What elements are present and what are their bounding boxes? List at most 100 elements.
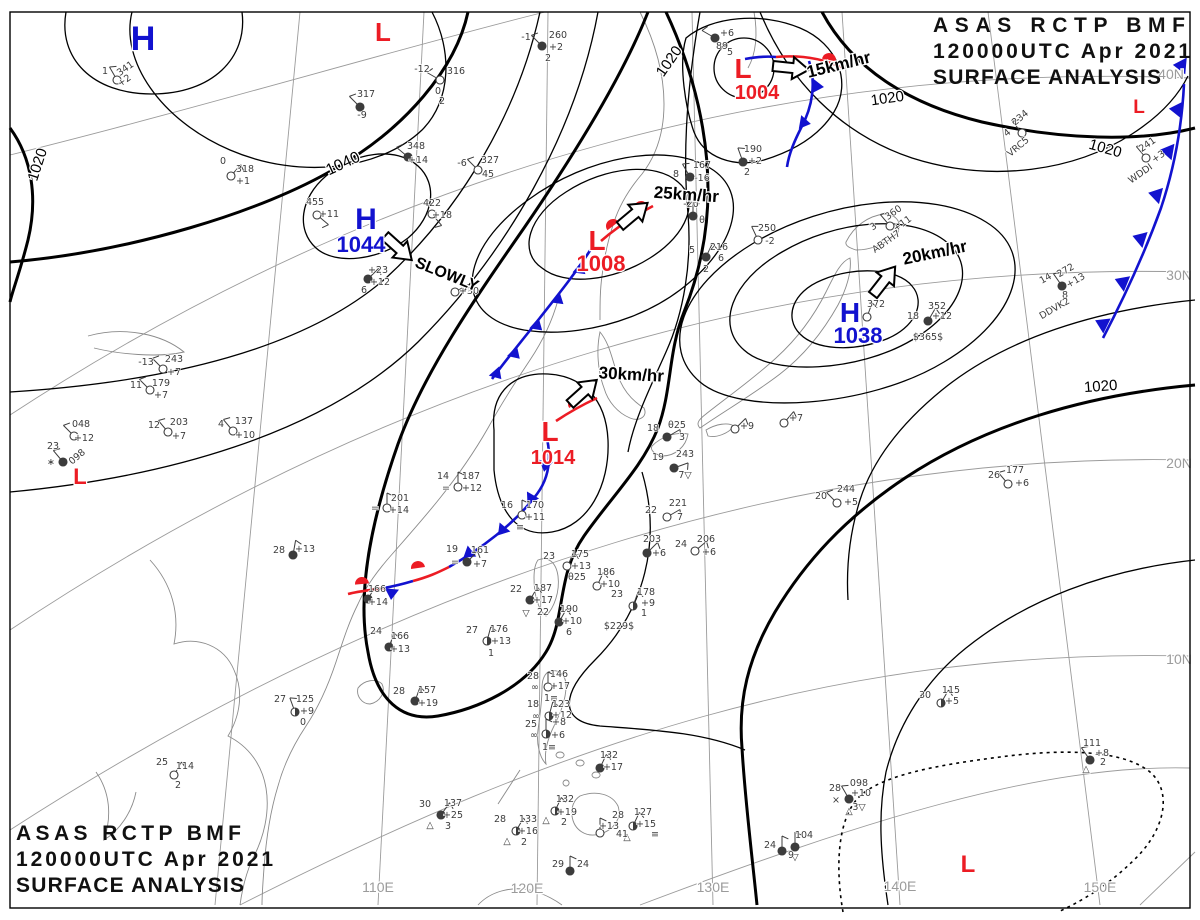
station-value: +7 xyxy=(473,559,487,570)
station-plot: 190+106 xyxy=(554,603,583,639)
map-border xyxy=(9,11,1191,909)
station-plot: 203+6 xyxy=(642,533,666,559)
wind-barb-tick xyxy=(321,224,329,229)
station-circle xyxy=(517,510,527,520)
station-plot: 12 203 +7 xyxy=(147,416,189,442)
station-circle xyxy=(58,457,68,467)
station-value: △ xyxy=(845,806,853,817)
station-value: +23 xyxy=(368,265,388,276)
station-value: = xyxy=(451,557,459,568)
station-value: +10 xyxy=(600,579,620,590)
wind-barb-tick xyxy=(871,302,878,309)
wind-barb-tick xyxy=(880,212,888,215)
station-circle xyxy=(669,463,679,473)
station-circle xyxy=(690,546,700,556)
station-circle xyxy=(923,316,933,326)
station-circle xyxy=(410,696,420,706)
isobar-1044 xyxy=(302,153,432,260)
station-plot: 22 221 7 xyxy=(644,497,688,523)
wind-barb-tick xyxy=(158,418,166,421)
station-value: 18 xyxy=(907,311,919,322)
station-value: 7 xyxy=(677,512,683,523)
occluded-front-line xyxy=(744,55,777,61)
station-value: 048 xyxy=(72,419,90,430)
station-value: 24 xyxy=(675,539,687,550)
station-value: 45 xyxy=(482,169,494,180)
station-value: 12 xyxy=(148,420,160,431)
wind-barb-tick xyxy=(794,831,802,836)
station-value: 123 xyxy=(552,699,570,710)
station-value: 317 xyxy=(357,89,375,100)
station-value: 0 xyxy=(300,717,306,728)
wind-barb-tick xyxy=(552,701,559,707)
station-value: +16 xyxy=(518,826,538,837)
station-circle xyxy=(436,810,446,820)
station-value: 206 xyxy=(697,534,715,545)
title-line: 120000UTC Apr 2021 xyxy=(16,848,273,871)
station-value: 4 xyxy=(218,419,224,430)
station-plot: 20 244 +5 xyxy=(814,483,858,508)
stationary-front xyxy=(347,586,385,596)
station-circle xyxy=(427,209,437,219)
station-value: +9 xyxy=(641,598,655,609)
station-circle xyxy=(592,581,602,591)
isobars xyxy=(8,11,1196,913)
wind-barb-tick xyxy=(531,32,539,36)
station-plot: 8 167 -16 xyxy=(672,159,711,184)
station-circle xyxy=(885,221,895,231)
station-circle-half xyxy=(549,712,553,720)
station-value: 187 xyxy=(462,471,480,482)
station-value: 2 xyxy=(175,780,181,791)
station-value: 372 xyxy=(867,299,885,310)
stationary-front xyxy=(412,565,450,583)
station-circle xyxy=(163,427,173,437)
station-circle xyxy=(169,770,179,780)
station-value: 0 xyxy=(220,156,226,167)
station-value: △ xyxy=(1082,764,1090,775)
station-plot: 19 243 7▽ xyxy=(651,448,695,481)
wind-barb-tick xyxy=(692,200,700,205)
station-value: 2 xyxy=(561,817,567,828)
station-value: +13 xyxy=(599,821,619,832)
station-value: +17 xyxy=(603,762,623,773)
station-plot: 26 177 +6 xyxy=(987,464,1029,489)
station-plot: 0 318+1 xyxy=(219,155,254,187)
station-plot: 111+82 △ xyxy=(1080,737,1110,776)
station-value: ∞ xyxy=(532,711,540,722)
station-circle xyxy=(565,866,575,876)
station-circle xyxy=(435,75,445,85)
station-circle xyxy=(753,235,763,245)
movement-arrow xyxy=(611,193,656,236)
station-value: +14 xyxy=(368,597,388,608)
station-plot: 372 xyxy=(862,298,886,322)
station-value: +10 xyxy=(562,616,582,627)
station-value: +6 xyxy=(702,547,716,558)
station-value: 20 xyxy=(815,491,827,502)
station-value: +17 xyxy=(550,681,570,692)
movement-speed: SLOWLY xyxy=(412,254,481,295)
isobar-1020 xyxy=(820,11,1196,139)
station-value: 167 xyxy=(693,160,711,171)
station-value: 24 xyxy=(764,840,776,851)
wind-barb-tick xyxy=(181,761,186,769)
station-circle xyxy=(642,548,652,558)
station-circle-half xyxy=(555,807,559,815)
station-value: 127 xyxy=(634,807,652,818)
station-value: 186 xyxy=(597,567,615,578)
wind-barb-tick xyxy=(998,470,1006,473)
station-value: 30 xyxy=(919,690,931,701)
wind-barb-tick xyxy=(679,429,682,437)
station-value: 23 xyxy=(611,589,623,600)
wind-barb-tick xyxy=(477,551,481,559)
wind-barb-tick xyxy=(935,307,940,315)
station-value: 348 xyxy=(407,141,425,152)
station-circle-half xyxy=(633,602,637,610)
latitude-label: 30N xyxy=(1166,267,1192,283)
isobar-1020 xyxy=(362,11,710,719)
station-value: × xyxy=(832,795,840,806)
station-value: 18 xyxy=(527,699,539,710)
station-value: 111 xyxy=(1083,738,1101,749)
station-value: ∞ xyxy=(531,682,539,693)
movement-arrow xyxy=(863,258,905,303)
